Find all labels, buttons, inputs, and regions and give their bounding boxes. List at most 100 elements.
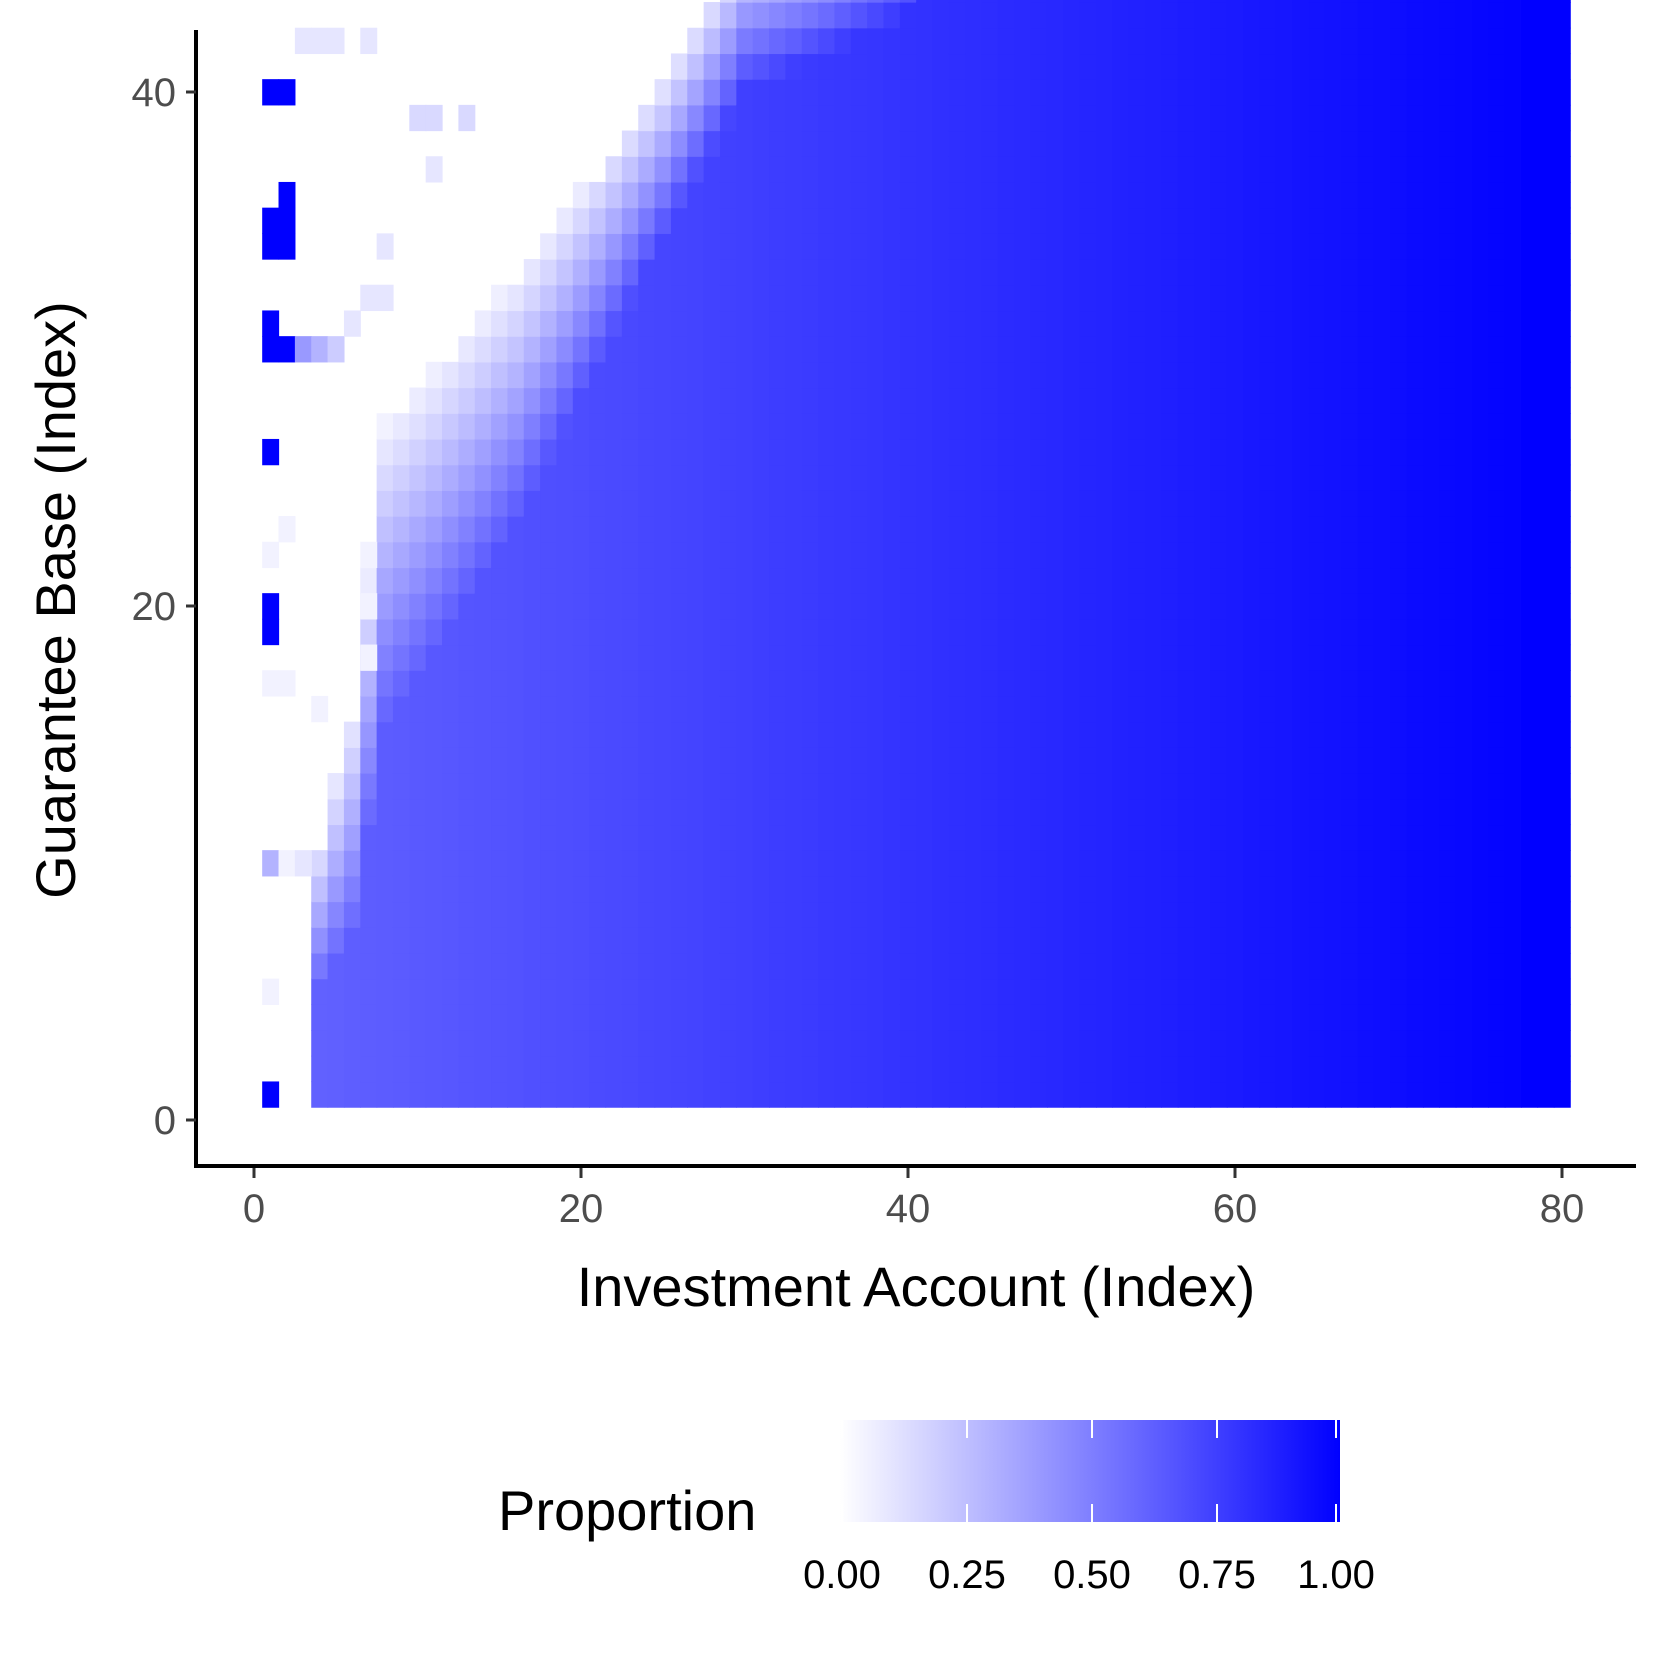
- heatmap-cell: [1177, 438, 1195, 466]
- heatmap-cell: [1194, 464, 1212, 491]
- heatmap-cell: [1030, 1004, 1048, 1031]
- heatmap-cell: [834, 798, 852, 826]
- heatmap-cell: [638, 773, 656, 800]
- heatmap-cell: [1145, 927, 1163, 954]
- heatmap-cell: [638, 361, 656, 389]
- heatmap-cell: [670, 130, 688, 157]
- heatmap-cell: [752, 773, 770, 800]
- heatmap-cell: [1194, 721, 1212, 748]
- heatmap-cell: [883, 259, 901, 286]
- heatmap-cell: [932, 824, 950, 851]
- heatmap-cell: [409, 1004, 427, 1031]
- heatmap-cell: [1145, 259, 1163, 286]
- heatmap-cell: [1079, 978, 1097, 1005]
- heatmap-cell: [916, 1081, 934, 1108]
- heatmap-cell: [1308, 927, 1326, 954]
- heatmap-cell: [752, 53, 770, 80]
- heatmap-cell: [818, 516, 836, 543]
- heatmap-cell: [1079, 464, 1097, 491]
- heatmap-cell: [1357, 53, 1375, 80]
- heatmap-cell: [409, 850, 427, 877]
- heatmap-cell: [556, 259, 574, 286]
- heatmap-cell: [752, 336, 770, 363]
- heatmap-cell: [556, 438, 574, 466]
- heatmap-cell: [1292, 1030, 1310, 1057]
- heatmap-cell: [1472, 850, 1490, 877]
- heatmap-cell: [899, 156, 917, 183]
- heatmap-cell: [948, 361, 966, 389]
- heatmap-cell: [687, 310, 705, 337]
- heatmap-cell: [1373, 207, 1391, 234]
- heatmap-cell: [1275, 567, 1293, 594]
- heatmap-cell: [932, 516, 950, 543]
- heatmap-cell: [1292, 464, 1310, 491]
- heatmap-cell: [1406, 773, 1424, 800]
- heatmap-cell: [1406, 850, 1424, 877]
- heatmap-cell: [719, 516, 737, 543]
- heatmap-cell: [1292, 438, 1310, 466]
- heatmap-cell: [1226, 824, 1244, 851]
- heatmap-cell: [605, 284, 623, 312]
- heatmap-cell: [1128, 413, 1146, 440]
- heatmap-cell: [670, 798, 688, 826]
- heatmap-cell: [752, 567, 770, 594]
- heatmap-cell: [1521, 387, 1539, 414]
- heatmap-cell: [785, 541, 803, 569]
- heatmap-cell: [294, 27, 312, 55]
- heatmap-cell: [605, 336, 623, 363]
- heatmap-cell: [409, 1081, 427, 1108]
- heatmap-cell: [1341, 670, 1359, 697]
- heatmap-cell: [1308, 567, 1326, 594]
- heatmap-cell: [687, 747, 705, 774]
- heatmap-cell: [262, 438, 280, 466]
- heatmap-cell: [507, 850, 525, 877]
- heatmap-cell: [769, 156, 786, 183]
- heatmap-cell: [278, 181, 296, 209]
- heatmap-cell: [752, 413, 770, 440]
- heatmap-cell: [965, 1055, 983, 1083]
- heatmap-cell: [1145, 901, 1163, 928]
- heatmap-cell: [687, 387, 705, 414]
- heatmap-cell: [1357, 824, 1375, 851]
- heatmap-cell: [899, 464, 917, 491]
- heatmap-cell: [1504, 850, 1522, 877]
- heatmap-cell: [1324, 824, 1342, 851]
- heatmap-cell: [1472, 490, 1490, 517]
- heatmap-cell: [1177, 695, 1195, 723]
- heatmap-cell: [1308, 695, 1326, 723]
- heatmap-cell: [556, 207, 574, 234]
- heatmap-cell: [1341, 413, 1359, 440]
- heatmap-cell: [1177, 413, 1195, 440]
- heatmap-cell: [1079, 207, 1097, 234]
- heatmap-cell: [654, 336, 672, 363]
- heatmap-cell: [703, 670, 721, 697]
- heatmap-cell: [589, 233, 607, 260]
- heatmap-cell: [392, 618, 410, 646]
- heatmap-cell: [1063, 438, 1081, 466]
- heatmap-cell: [1308, 490, 1326, 517]
- heatmap-cell: [752, 207, 770, 234]
- heatmap-cell: [867, 53, 885, 80]
- heatmap-cell: [556, 413, 574, 440]
- heatmap-cell: [965, 0, 983, 3]
- heatmap-cell: [458, 104, 476, 132]
- heatmap-cell: [523, 798, 541, 826]
- heatmap-cell: [1194, 952, 1212, 980]
- heatmap-cell: [1472, 593, 1490, 620]
- heatmap-cell: [507, 541, 525, 569]
- heatmap-cell: [997, 516, 1015, 543]
- heatmap-cell: [621, 438, 639, 466]
- heatmap-cell: [1030, 516, 1048, 543]
- heatmap-cell: [1521, 824, 1539, 851]
- heatmap-cell: [1308, 27, 1326, 55]
- heatmap-cell: [1472, 207, 1490, 234]
- heatmap-cell: [1488, 310, 1506, 337]
- heatmap-cell: [1455, 2, 1473, 29]
- heatmap-cell: [769, 850, 786, 877]
- heatmap-cell: [1226, 541, 1244, 569]
- heatmap-cell: [867, 593, 885, 620]
- heatmap-cell: [1194, 593, 1212, 620]
- heatmap-cell: [1243, 464, 1261, 491]
- heatmap-cell: [1292, 541, 1310, 569]
- heatmap-cell: [1046, 53, 1064, 80]
